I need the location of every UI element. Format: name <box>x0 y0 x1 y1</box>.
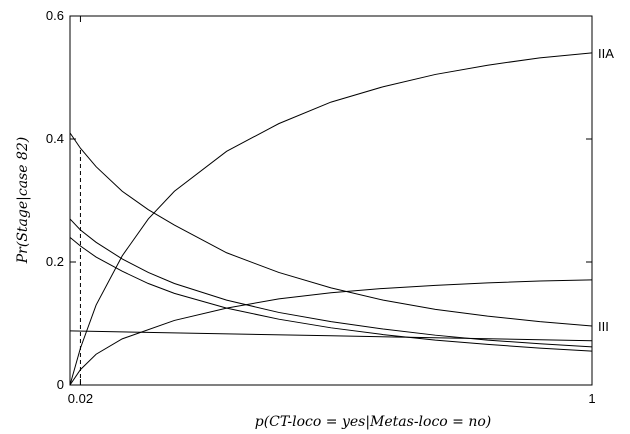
y-tick-label: 0 <box>57 377 64 392</box>
series-line-iia <box>69 52 593 386</box>
axis-ticks: 0 0.2 0.4 0.6 0.02 1 <box>46 8 596 406</box>
y-tick-label: 0.6 <box>46 8 64 23</box>
y-tick-label: 0.2 <box>46 254 64 269</box>
plot-frame <box>69 15 593 386</box>
series-label: III <box>598 319 609 334</box>
x-axis-label: p(CT-loco = yes|Metas-loco = no) <box>255 414 492 430</box>
labels: IIA III <box>598 46 614 334</box>
series-label: IIA <box>598 46 614 61</box>
series-line-unlabeled-2 <box>69 279 593 386</box>
series-line-unlabeled-5 <box>69 330 593 342</box>
curves <box>69 52 593 386</box>
plot-area-border <box>69 15 593 386</box>
x-tick-label: 1 <box>588 391 595 406</box>
y-axis-label: Pr(Stage|case 82) <box>15 137 31 265</box>
series-line-iii <box>69 132 593 327</box>
series-line-unlabeled-3 <box>69 218 593 348</box>
series-line-unlabeled-4 <box>69 237 593 352</box>
y-tick-label: 0.4 <box>46 131 64 146</box>
x-tick-label: 0.02 <box>68 391 93 406</box>
